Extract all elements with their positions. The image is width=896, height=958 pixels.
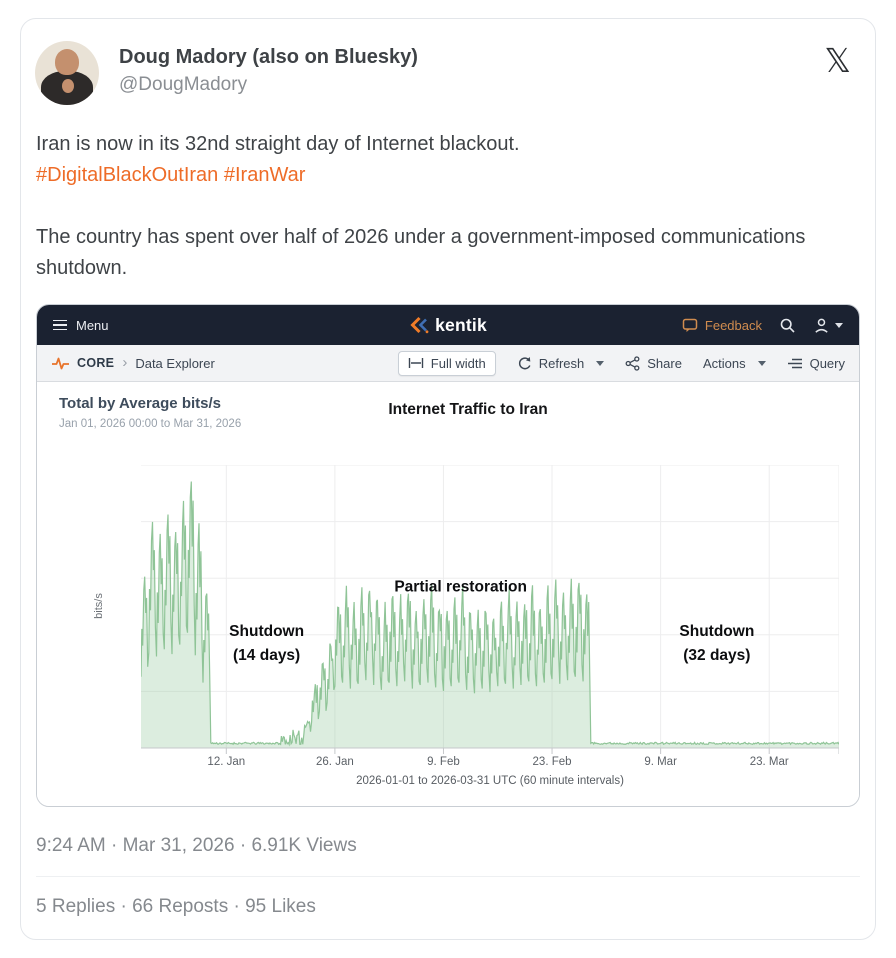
chevron-down-icon bbox=[596, 360, 605, 366]
tweet-paragraph-2: The country has spent over half of 2026 … bbox=[36, 226, 806, 279]
query-icon bbox=[787, 358, 802, 368]
feedback-button[interactable]: Feedback bbox=[682, 318, 762, 333]
kentik-logo-icon bbox=[410, 316, 429, 334]
x-tick-label: 26. Jan bbox=[316, 756, 354, 768]
divider bbox=[36, 876, 860, 877]
search-button[interactable] bbox=[779, 317, 796, 334]
query-label: Query bbox=[809, 355, 845, 371]
refresh-button[interactable]: Refresh bbox=[517, 356, 605, 371]
panel-date-range: Jan 01, 2026 00:00 to Mar 31, 2026 bbox=[59, 418, 242, 430]
x-logo-icon[interactable]: 𝕏 bbox=[824, 41, 851, 80]
panel-title: Total by Average bits/s bbox=[59, 395, 221, 412]
chevron-right-icon: › bbox=[122, 353, 128, 371]
chevron-down-icon bbox=[757, 360, 766, 366]
dashboard-toolbar: CORE › Data Explorer Full width bbox=[37, 345, 859, 382]
author-name[interactable]: Doug Madory (also on Bluesky) bbox=[119, 46, 418, 68]
chart-panel: Total by Average bits/s Jan 01, 2026 00:… bbox=[37, 382, 859, 806]
actions-label: Actions bbox=[702, 355, 746, 371]
y-axis-label: bits/s bbox=[93, 593, 105, 619]
header-actions: Feedback bbox=[682, 317, 843, 334]
search-icon bbox=[780, 318, 795, 333]
tweet-text: Iran is now in its 32nd straight day of … bbox=[36, 129, 846, 284]
pulse-icon bbox=[52, 357, 69, 369]
breadcrumb-page[interactable]: Data Explorer bbox=[135, 355, 215, 371]
query-button[interactable]: Query bbox=[787, 356, 845, 371]
menu-label: Menu bbox=[76, 317, 109, 333]
tweet-line-1: Iran is now in its 32nd straight day of … bbox=[36, 133, 520, 155]
chevron-down-icon bbox=[835, 322, 843, 328]
chart-title: Internet Traffic to Iran bbox=[388, 401, 548, 418]
x-tick-label: 9. Feb bbox=[427, 756, 460, 768]
tweet-paragraph-1: Iran is now in its 32nd straight day of … bbox=[36, 129, 846, 191]
speech-bubble-icon bbox=[682, 318, 698, 332]
author-block: Doug Madory (also on Bluesky) @DougMador… bbox=[119, 46, 418, 96]
x-tick-label: 23. Mar bbox=[749, 756, 789, 768]
kentik-header-bar: Menu kentik Feedback bbox=[37, 305, 859, 345]
user-menu-button[interactable] bbox=[813, 317, 843, 334]
traffic-area-chart bbox=[141, 465, 839, 755]
avatar-photo-face bbox=[55, 49, 79, 75]
x-axis-ticks: 12. Jan 26. Jan 9. Feb 23. Feb 9. Mar 23. Mar bbox=[141, 756, 839, 771]
tweet-engagement-stats[interactable]: 5 Replies · 66 Reposts · 95 Likes bbox=[36, 896, 316, 917]
hashtag-links[interactable]: #DigitalBlackOutIran #IranWar bbox=[36, 164, 306, 186]
user-icon bbox=[815, 318, 828, 333]
avatar[interactable] bbox=[35, 41, 99, 105]
actions-button[interactable]: Actions bbox=[703, 356, 766, 371]
share-icon bbox=[625, 355, 640, 371]
traffic-chart-svg bbox=[141, 465, 839, 754]
breadcrumb-section[interactable]: CORE bbox=[77, 356, 115, 370]
hamburger-icon bbox=[53, 317, 67, 334]
chart-caption: 2026-01-01 to 2026-03-31 UTC (60 minute … bbox=[356, 775, 624, 787]
kentik-brand-text: kentik bbox=[435, 314, 487, 335]
dashboard-screenshot[interactable]: Menu kentik Feedback bbox=[36, 304, 860, 807]
tweet-timestamp-views[interactable]: 9:24 AM · Mar 31, 2026 · 6.91K Views bbox=[36, 835, 357, 856]
avatar-photo-hands bbox=[62, 79, 74, 93]
x-tick-label: 23. Feb bbox=[532, 756, 572, 768]
x-tick-label: 9. Mar bbox=[644, 756, 677, 768]
toolbar-buttons: Full width Refresh bbox=[397, 350, 845, 376]
feedback-label: Feedback bbox=[704, 317, 762, 333]
x-tick-label: 12. Jan bbox=[207, 756, 246, 768]
full-width-label: Full width bbox=[430, 355, 486, 371]
share-label: Share bbox=[647, 355, 682, 371]
share-button[interactable]: Share bbox=[625, 356, 682, 371]
refresh-label: Refresh bbox=[538, 355, 585, 371]
refresh-icon bbox=[518, 356, 531, 369]
full-width-button[interactable]: Full width bbox=[397, 350, 496, 376]
full-width-icon bbox=[408, 358, 423, 368]
tweet-card: Doug Madory (also on Bluesky) @DougMador… bbox=[20, 18, 876, 940]
menu-button[interactable]: Menu bbox=[53, 317, 109, 334]
author-handle[interactable]: @DougMadory bbox=[119, 74, 248, 95]
breadcrumb: CORE › Data Explorer bbox=[51, 354, 215, 373]
